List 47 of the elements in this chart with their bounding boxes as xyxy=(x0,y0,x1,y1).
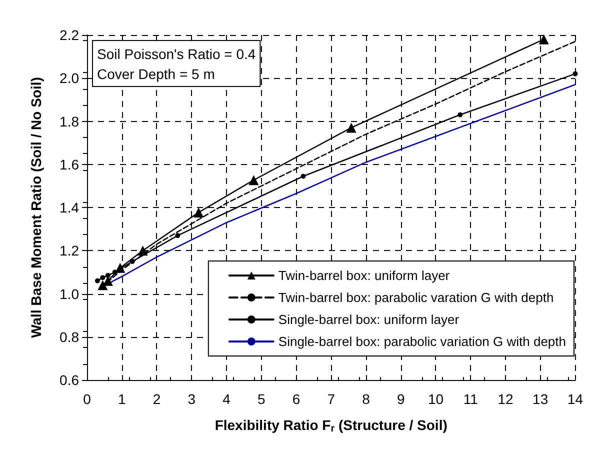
point xyxy=(138,246,148,256)
x-tick-label: 13 xyxy=(532,391,548,407)
x-tick-label: 9 xyxy=(396,391,405,407)
y-tick-label: 1.4 xyxy=(60,200,80,216)
legend-label: Twin-barrel box: parabolic varation G with depth xyxy=(278,290,554,305)
x-tick-label: 0 xyxy=(83,391,92,407)
point xyxy=(112,270,118,275)
point xyxy=(458,112,463,118)
point xyxy=(175,233,180,238)
point xyxy=(572,71,578,76)
point xyxy=(300,174,306,179)
x-tick-label: 14 xyxy=(567,391,584,407)
point xyxy=(538,34,549,44)
x-tick-label: 5 xyxy=(257,391,266,407)
legend-label: Single-barrel box: uniform layer xyxy=(278,312,460,327)
y-tick-label: 1.8 xyxy=(60,113,80,130)
y-tick-label: 1.6 xyxy=(60,156,80,172)
point xyxy=(105,272,110,278)
point xyxy=(130,258,135,264)
x-tick-label: 1 xyxy=(118,391,126,407)
annotation: Soil Poisson's Ratio = 0.4 xyxy=(97,46,256,62)
y-tick-label: 0.6 xyxy=(60,372,80,388)
x-tick-label: 10 xyxy=(428,391,444,407)
x-tick-label: 3 xyxy=(188,391,196,407)
x-tick-label: 6 xyxy=(292,391,300,407)
legend-label: Single-barrel box: parabolic variation G with depth xyxy=(278,334,566,349)
annotation: Cover Depth = 5 m xyxy=(97,66,215,82)
x-tick-label: 7 xyxy=(327,391,336,407)
y-tick-label: 2.2 xyxy=(60,27,80,43)
x-tick-label: 2 xyxy=(152,391,161,407)
point xyxy=(346,122,356,133)
y-tick-label: 0.8 xyxy=(60,328,80,345)
x-tick-label: 12 xyxy=(498,391,514,407)
point xyxy=(94,278,100,284)
x-tick-label: 4 xyxy=(222,391,231,407)
y-tick-label: 1.2 xyxy=(60,242,80,259)
y-tick-label: 2.0 xyxy=(60,70,80,86)
point xyxy=(194,207,204,218)
x-tick-label: 8 xyxy=(362,391,370,407)
point xyxy=(98,280,108,290)
point xyxy=(248,175,259,186)
x-tick-label: 11 xyxy=(463,391,478,407)
y-tick-label: 1.0 xyxy=(60,286,80,302)
point xyxy=(115,262,126,273)
legend-label: Twin-barrel box: uniform layer xyxy=(278,268,450,283)
y-axis-title: Wall Base Moment Ratio (Soil / No Soil) xyxy=(28,77,44,338)
point xyxy=(100,275,106,280)
